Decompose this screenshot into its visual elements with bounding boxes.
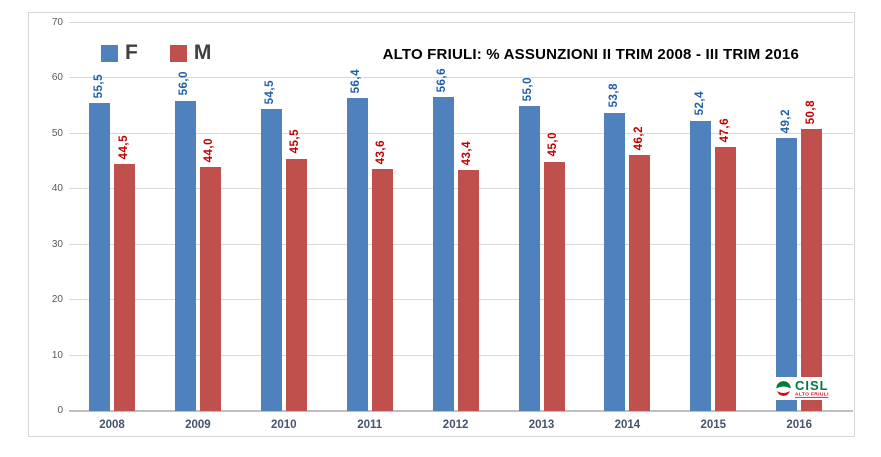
- bar-value-label: 56,6: [436, 67, 449, 93]
- bar-value-label: 46,2: [632, 125, 645, 150]
- bar-f-2009: [174, 100, 196, 411]
- y-tick-label: 10: [51, 349, 63, 361]
- bar-value-label: 45,5: [289, 129, 302, 154]
- chart-frame: 0 10 20 30 40 50 60 70 55,5 44,5 2008 56,0 44,0 2009 5…: [28, 12, 855, 437]
- y-tick-label: 60: [51, 72, 63, 84]
- bar-f-2015: [690, 120, 712, 411]
- bar-f-2013: [518, 106, 540, 411]
- bar-m-2008: [114, 164, 135, 411]
- bar-m-2016: [801, 129, 823, 411]
- x-axis-label: 2010: [271, 419, 297, 431]
- bar-value-label: 52,4: [693, 91, 706, 116]
- x-axis-label: 2008: [99, 419, 125, 431]
- bar-value-label: 55,5: [92, 73, 105, 99]
- bar-m-2012: [457, 170, 479, 411]
- gridline: [69, 132, 853, 134]
- gridline: [69, 77, 853, 79]
- bar-f-2014: [604, 112, 626, 411]
- bar-value-label: 43,6: [375, 139, 388, 165]
- bar-f-2012: [432, 97, 454, 411]
- bar-f-2011: [346, 98, 368, 411]
- y-tick-label: 50: [51, 127, 63, 139]
- bar-value-label: 55,0: [522, 76, 534, 102]
- legend-item-f: F: [101, 41, 138, 64]
- cisl-logo-texts: CISL ALTO FRIULI: [795, 379, 836, 399]
- y-tick-label: 40: [51, 183, 63, 195]
- legend-label: F: [125, 41, 138, 64]
- legend-swatch-icon: [101, 44, 118, 62]
- bar-f-2010: [260, 108, 282, 411]
- x-axis-label: 2016: [786, 419, 812, 431]
- bar-value-label: 45,0: [547, 132, 559, 157]
- bar-value-label: 56,4: [350, 69, 363, 94]
- bar-value-label: 50,8: [804, 100, 817, 125]
- bar-m-2015: [715, 147, 737, 411]
- y-tick-label: 0: [57, 405, 63, 416]
- cisl-emblem-icon: [775, 380, 792, 397]
- bar-m-2014: [629, 154, 651, 411]
- bar-value-label: 53,8: [607, 83, 620, 108]
- bar-value-label: 47,6: [718, 117, 731, 143]
- bar-value-label: 56,0: [178, 71, 191, 96]
- x-axis-label: 2009: [185, 419, 211, 431]
- bar-value-label: 49,2: [779, 108, 792, 134]
- legend-label: M: [193, 41, 212, 64]
- gridline: [69, 22, 853, 23]
- y-tick-label: 70: [51, 17, 63, 28]
- x-axis-label: 2013: [528, 419, 555, 431]
- bar-m-2010: [285, 158, 307, 411]
- bar-m-2013: [543, 161, 565, 411]
- bar-f-2008: [89, 103, 110, 411]
- x-axis-label: 2012: [442, 419, 469, 431]
- bar-value-label: 44,5: [117, 134, 130, 160]
- legend-swatch-icon: [169, 44, 187, 62]
- plot-area: 0 10 20 30 40 50 60 70 55,5 44,5 2008 56,0 44,0 2009 5…: [29, 13, 854, 436]
- bar-value-label: 44,0: [203, 137, 216, 163]
- x-axis-label: 2014: [614, 419, 641, 431]
- logo-text: CISL: [795, 377, 829, 393]
- legend-item-m: M: [169, 41, 212, 64]
- chart-title: ALTO FRIULI: % ASSUNZIONI II TRIM 2008 -…: [382, 46, 799, 63]
- cisl-logo: CISL ALTO FRIULI: [770, 377, 853, 400]
- x-axis-label: 2011: [357, 419, 383, 431]
- bar-m-2009: [199, 167, 221, 411]
- y-tick-label: 30: [51, 238, 63, 250]
- x-axis-line: [69, 410, 853, 412]
- bar-value-label: 43,4: [461, 141, 474, 166]
- bar-m-2011: [371, 169, 393, 411]
- logo-subtext: ALTO FRIULI: [795, 391, 829, 398]
- bar-value-label: 54,5: [264, 79, 277, 104]
- bar-f-2016: [776, 138, 798, 411]
- x-axis-label: 2015: [700, 419, 727, 431]
- y-tick-label: 20: [51, 294, 63, 306]
